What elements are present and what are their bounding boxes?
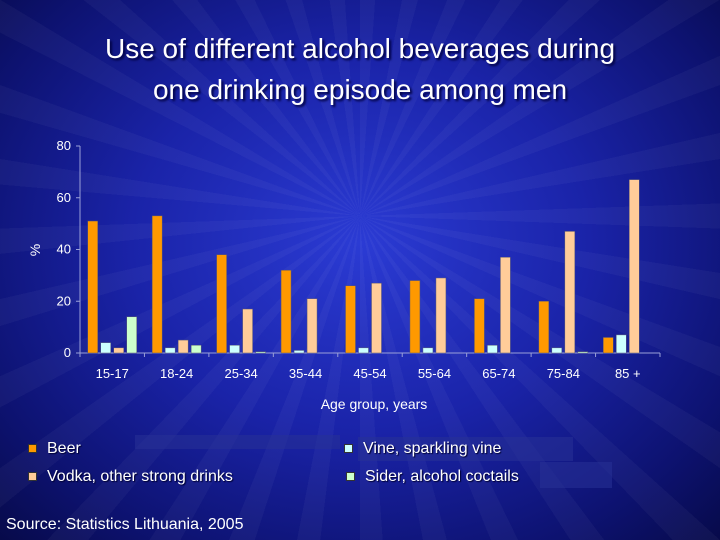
legend-swatch-vodka xyxy=(28,472,37,482)
x-tick-label: 55-64 xyxy=(418,366,451,381)
legend-label-beer: Beer xyxy=(47,440,81,457)
legend-band-2 xyxy=(358,437,573,461)
bar-2 xyxy=(551,347,563,354)
bar-3 xyxy=(371,282,382,354)
legend-band-1 xyxy=(135,435,340,449)
bar-2 xyxy=(422,347,434,354)
y-tick-label: 40 xyxy=(57,242,71,257)
legend-item-sider: Sider, alcohol coctails xyxy=(346,468,519,486)
x-tick-label: 45-54 xyxy=(353,366,386,381)
bar-2 xyxy=(358,347,369,354)
x-tick-label: 25-34 xyxy=(224,366,257,381)
legend-swatch-vine xyxy=(344,444,353,454)
bar-3 xyxy=(113,347,124,354)
legend-band-3 xyxy=(540,462,612,488)
bar-4 xyxy=(126,316,137,354)
bar-3 xyxy=(500,257,511,354)
x-tick-label: 85 + xyxy=(615,366,641,381)
chart-axes xyxy=(76,145,661,357)
x-tick-label: 18-24 xyxy=(160,366,193,381)
page-title: Use of different alcohol beverages durin… xyxy=(20,28,700,110)
bar-1 xyxy=(538,301,550,354)
x-tick-label: 75-84 xyxy=(547,366,580,381)
bar-3 xyxy=(242,308,253,354)
bar-3 xyxy=(629,179,640,354)
title-line-1: Use of different alcohol beverages durin… xyxy=(104,33,616,64)
y-tick-label: 20 xyxy=(57,293,71,308)
y-tick-label: 60 xyxy=(57,190,71,205)
legend-label-vodka: Vodka, other strong drinks xyxy=(47,468,233,485)
legend-label-vine: Vine, sparkling vine xyxy=(363,440,502,457)
bar-1 xyxy=(345,285,356,354)
x-tick-label: 65-74 xyxy=(482,366,515,381)
x-axis-label: Age group, years xyxy=(321,396,428,412)
title-line-2: one drinking episode among men xyxy=(152,74,568,105)
bar-1 xyxy=(603,337,614,354)
bar-1 xyxy=(216,254,227,354)
bar-1 xyxy=(87,220,98,354)
legend-swatch-sider xyxy=(346,472,355,482)
bar-2 xyxy=(616,334,627,354)
legend-item-beer: Beer xyxy=(28,440,81,458)
bar-4 xyxy=(577,351,589,354)
bar-2 xyxy=(100,342,111,354)
legend-swatch-beer xyxy=(28,444,37,454)
source-note: Source: Statistics Lithuania, 2005 xyxy=(6,516,244,533)
legend-item-vodka: Vodka, other strong drinks xyxy=(28,468,233,486)
bar-2 xyxy=(164,347,176,354)
bar-1 xyxy=(409,280,421,354)
legend-label-sider: Sider, alcohol coctails xyxy=(365,468,519,485)
y-tick-label: 0 xyxy=(64,345,71,360)
bar-2 xyxy=(229,344,240,354)
bar-1 xyxy=(474,298,485,354)
bar-3 xyxy=(564,231,576,354)
chart-labels: 0 20 40 60 80% 15-17 18-24 25-34 35-44 45-54 55-64… xyxy=(27,138,641,412)
bar-1 xyxy=(280,269,292,354)
y-axis-label: % xyxy=(27,244,43,256)
legend-item-vine: Vine, sparkling vine xyxy=(344,440,501,458)
bar-3 xyxy=(177,339,189,354)
bar-4 xyxy=(255,351,266,354)
bar-3 xyxy=(435,277,447,354)
bar-3 xyxy=(306,298,318,354)
bar-4 xyxy=(190,344,202,354)
bar-2 xyxy=(293,350,305,354)
chart-bars xyxy=(87,179,640,354)
bar-1 xyxy=(151,215,163,354)
y-tick-label: 80 xyxy=(57,138,71,153)
bar-2 xyxy=(487,344,498,354)
x-tick-label: 35-44 xyxy=(289,366,322,381)
x-tick-label: 15-17 xyxy=(96,366,129,381)
